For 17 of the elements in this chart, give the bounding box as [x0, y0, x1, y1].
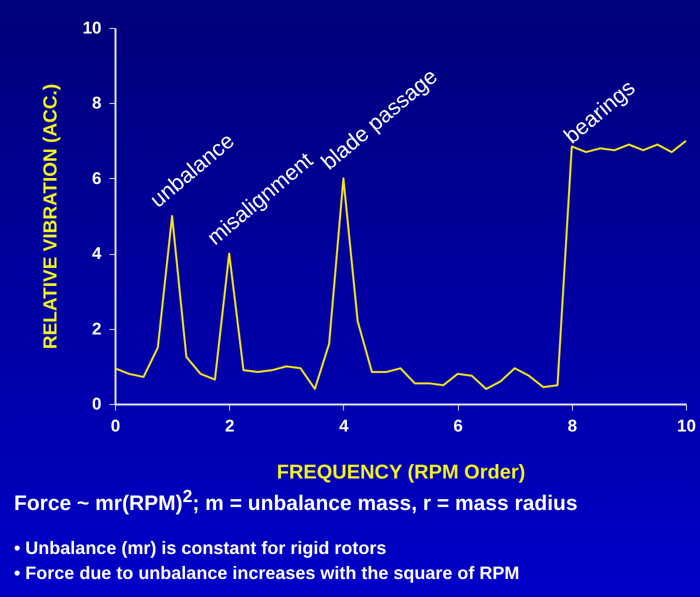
x-tick-label: 2	[224, 416, 234, 436]
y-tick-label: 0	[92, 394, 102, 414]
text: • Force due to unbalance increases with the square of RPM	[14, 563, 520, 584]
text: • Unbalance (mr) is constant for rigid rotors	[14, 538, 388, 559]
y-tick-label: 10	[82, 18, 102, 38]
y-axis-title: RELATIVE VIBRATION (ACC.)	[40, 84, 62, 350]
y-tick-label: 4	[92, 244, 102, 264]
x-axis-title: FREQUENCY (RPM Order)	[276, 462, 526, 484]
x-tick-label: 8	[568, 416, 578, 436]
text: Force ~ mr(RPM)$^{2}$; m = unbalance mass, r = mass radius	[14, 486, 579, 516]
x-tick-label: 0	[110, 416, 120, 436]
x-tick-label: 6	[453, 416, 463, 436]
x-tick-label: 10	[677, 416, 696, 436]
y-tick-label: 8	[92, 94, 102, 113]
y-tick-label: 2	[92, 319, 102, 338]
y-tick-label: 6	[92, 168, 102, 188]
x-tick-label: 4	[339, 416, 350, 436]
